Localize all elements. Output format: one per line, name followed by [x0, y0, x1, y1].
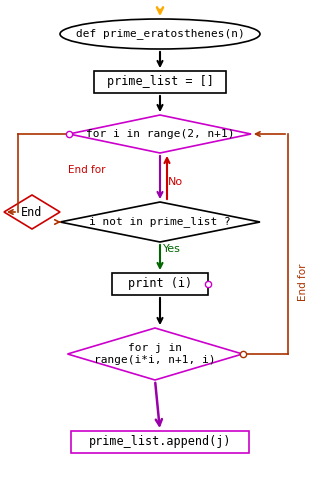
- Polygon shape: [67, 328, 242, 380]
- Bar: [94, 71, 226, 93]
- Text: prime_list.append(j): prime_list.append(j): [89, 435, 231, 449]
- Text: End for: End for: [68, 165, 106, 175]
- Text: End: End: [21, 206, 43, 218]
- Polygon shape: [4, 195, 60, 229]
- Text: i not in prime_list ?: i not in prime_list ?: [89, 216, 231, 227]
- Text: def prime_eratosthenes(n): def prime_eratosthenes(n): [76, 29, 244, 39]
- Text: prime_list = []: prime_list = []: [107, 75, 213, 89]
- Text: No: No: [168, 177, 183, 187]
- Text: print (i): print (i): [128, 277, 192, 290]
- Ellipse shape: [60, 19, 260, 49]
- Polygon shape: [69, 115, 251, 153]
- Text: End for: End for: [298, 263, 308, 301]
- Text: Yes: Yes: [163, 244, 181, 254]
- Polygon shape: [60, 202, 260, 242]
- Text: for j in
range(i*i, n+1, i): for j in range(i*i, n+1, i): [94, 343, 216, 365]
- Text: for i in range(2, n+1): for i in range(2, n+1): [86, 129, 234, 139]
- Bar: [71, 431, 249, 453]
- Bar: [112, 273, 208, 295]
